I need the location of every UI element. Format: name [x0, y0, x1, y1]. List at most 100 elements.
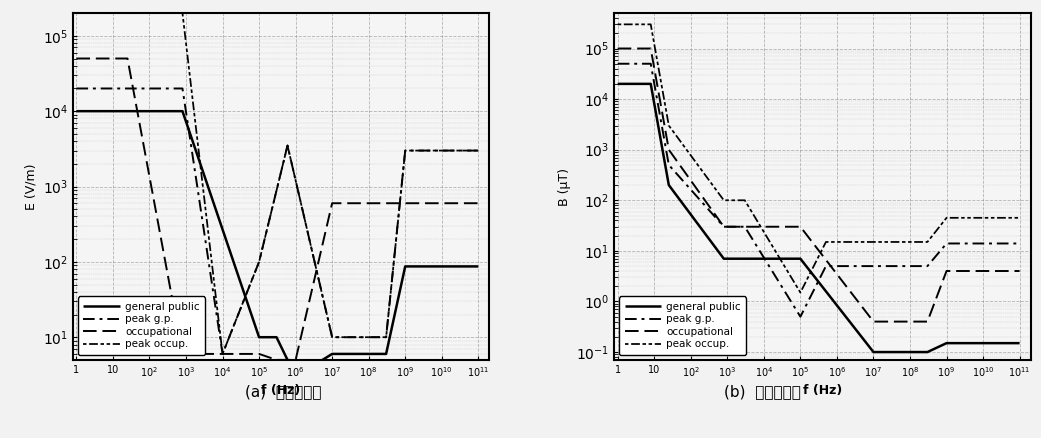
X-axis label: f (Hz): f (Hz) [261, 384, 301, 397]
Y-axis label: B (μT): B (μT) [558, 167, 570, 205]
occupational [1013, 268, 1025, 274]
peak occup. [176, 11, 188, 16]
peak g.p. [976, 241, 989, 246]
peak g.p. [380, 335, 392, 340]
occupational [794, 224, 807, 230]
general public [921, 350, 934, 355]
peak occup. [940, 215, 953, 220]
peak g.p. [253, 259, 265, 265]
peak occup. [472, 148, 484, 153]
peak g.p. [662, 162, 675, 168]
peak occup. [253, 259, 265, 265]
occupational [70, 56, 82, 61]
general public [976, 340, 989, 346]
peak g.p. [217, 351, 229, 357]
peak g.p. [738, 224, 751, 230]
peak g.p. [472, 148, 484, 153]
peak occup. [399, 148, 411, 153]
peak g.p. [70, 86, 82, 91]
general public [435, 264, 448, 269]
peak occup. [611, 22, 624, 27]
Line: occupational: occupational [617, 49, 1019, 321]
peak occup. [644, 22, 657, 27]
occupational [940, 268, 953, 274]
peak g.p. [940, 241, 953, 246]
peak occup. [717, 198, 730, 203]
peak occup. [326, 335, 338, 340]
Legend: general public, peak g.p., occupational, peak occup.: general public, peak g.p., occupational,… [78, 297, 205, 355]
peak occup. [921, 239, 934, 244]
occupational [976, 268, 989, 274]
peak occup. [1013, 215, 1025, 220]
peak occup. [70, 11, 82, 16]
occupational [380, 201, 392, 206]
peak g.p. [867, 264, 880, 269]
general public [662, 182, 675, 187]
Line: peak g.p.: peak g.p. [76, 88, 478, 354]
peak g.p. [717, 224, 730, 230]
occupational [289, 357, 302, 363]
general public [644, 81, 657, 86]
peak occup. [867, 239, 880, 244]
peak occup. [794, 290, 807, 295]
general public [1013, 340, 1025, 346]
general public [253, 335, 265, 340]
general public [940, 340, 953, 346]
Line: general public: general public [617, 84, 1019, 352]
occupational [253, 351, 265, 357]
Line: peak occup.: peak occup. [76, 13, 478, 354]
peak occup. [819, 239, 832, 244]
general public [289, 374, 302, 379]
Text: (a)  전기장강도: (a) 전기장강도 [246, 385, 322, 399]
general public [794, 256, 807, 261]
general public [326, 351, 338, 357]
occupational [738, 224, 751, 230]
general public [399, 264, 411, 269]
general public [472, 264, 484, 269]
peak g.p. [921, 264, 934, 269]
general public [380, 351, 392, 357]
general public [717, 256, 730, 261]
occupational [717, 224, 730, 230]
occupational [326, 201, 338, 206]
peak g.p. [176, 86, 188, 91]
occupational [271, 357, 283, 363]
X-axis label: f (Hz): f (Hz) [803, 384, 842, 397]
peak g.p. [611, 61, 624, 67]
Line: general public: general public [76, 111, 478, 377]
Text: (b)  자기장강도: (b) 자기장강도 [723, 385, 801, 399]
Line: peak g.p.: peak g.p. [617, 64, 1019, 317]
general public [176, 109, 188, 114]
peak occup. [976, 215, 989, 220]
occupational [176, 351, 188, 357]
general public [738, 256, 751, 261]
general public [611, 81, 624, 86]
general public [867, 350, 880, 355]
occupational [472, 201, 484, 206]
peak occup. [217, 351, 229, 357]
occupational [121, 56, 133, 61]
Line: peak occup.: peak occup. [617, 25, 1019, 293]
peak g.p. [399, 148, 411, 153]
general public [271, 335, 283, 340]
peak occup. [662, 123, 675, 128]
occupational [399, 201, 411, 206]
occupational [867, 319, 880, 324]
occupational [662, 147, 675, 152]
Line: occupational: occupational [76, 59, 478, 360]
occupational [644, 46, 657, 51]
occupational [611, 46, 624, 51]
occupational [921, 319, 934, 324]
peak g.p. [819, 264, 832, 269]
peak g.p. [1013, 241, 1025, 246]
general public [70, 109, 82, 114]
peak g.p. [644, 61, 657, 67]
peak g.p. [281, 143, 294, 148]
peak occup. [738, 198, 751, 203]
peak g.p. [794, 314, 807, 319]
Y-axis label: E (V/m): E (V/m) [24, 163, 37, 210]
peak g.p. [326, 335, 338, 340]
peak occup. [281, 143, 294, 148]
peak occup. [380, 335, 392, 340]
Legend: general public, peak g.p., occupational, peak occup.: general public, peak g.p., occupational,… [619, 297, 746, 355]
